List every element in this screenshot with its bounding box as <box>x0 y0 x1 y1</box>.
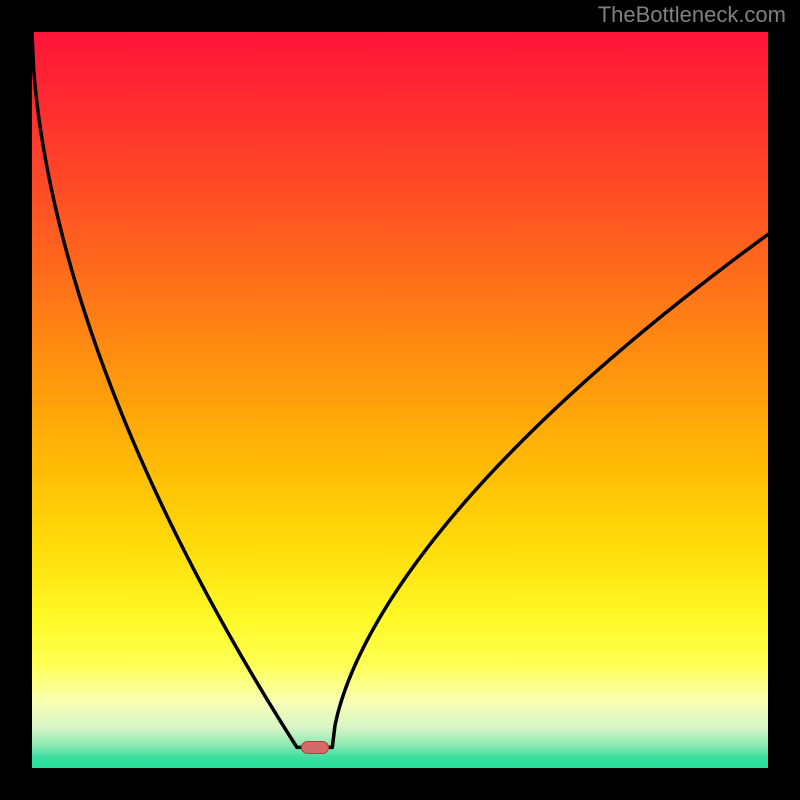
bottleneck-curve <box>0 0 800 800</box>
chart-frame: TheBottleneck.com <box>0 0 800 800</box>
optimal-point-marker <box>301 741 329 754</box>
watermark-text: TheBottleneck.com <box>598 2 786 28</box>
